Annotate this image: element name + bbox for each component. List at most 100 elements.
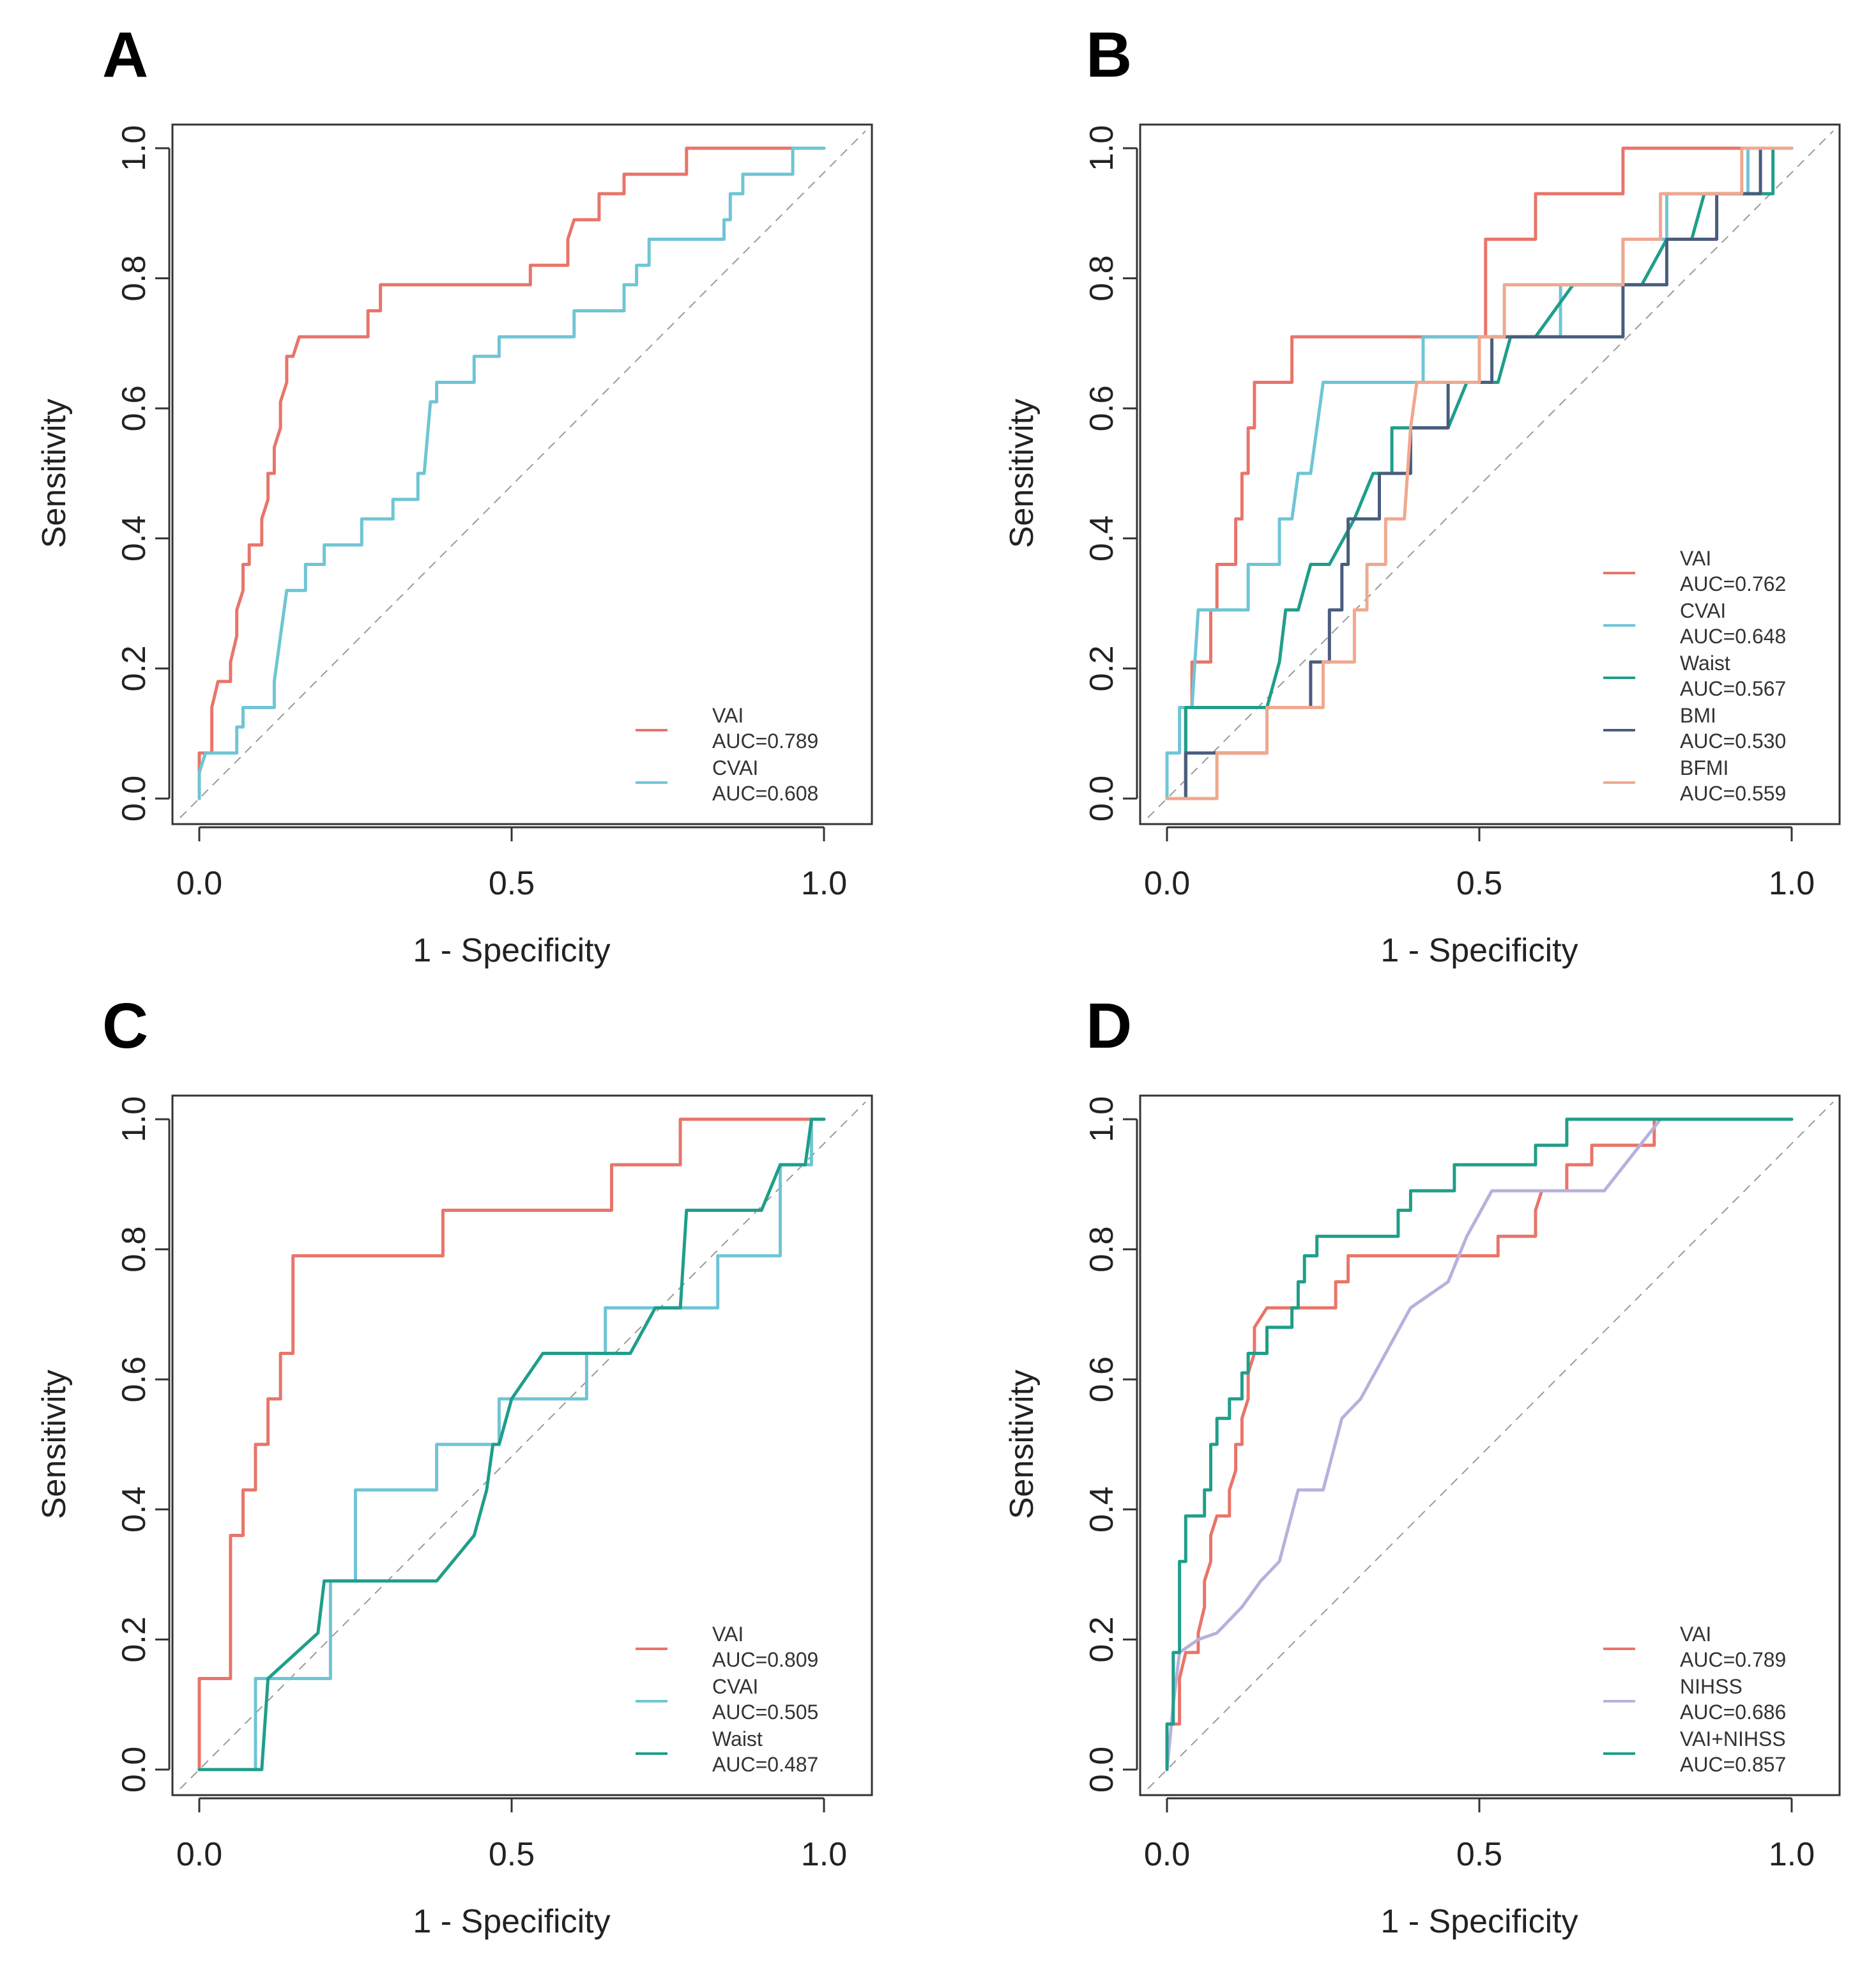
panel-c-legend-auc: AUC=0.809 [712, 1648, 818, 1671]
panel-c-legend-item: CVAI AUC=0.505 [636, 1675, 818, 1724]
panel-d-legend-item: VAI+NIHSS AUC=0.857 [1603, 1727, 1786, 1776]
panel-b-x-tick-label: 0.0 [1144, 865, 1190, 902]
panel-c-legend-auc: AUC=0.487 [712, 1753, 818, 1776]
panel-c-curve-vai [197, 1117, 826, 1771]
panel-b-y-axis-title: Sensitivity [1003, 399, 1041, 548]
panel-b-y-tick-label: 0.0 [1083, 776, 1120, 822]
panel-d-y-tick-label: 0.8 [1083, 1226, 1120, 1272]
panel-d-curve-nihss [1165, 1117, 1794, 1771]
panel-b-curve-cvai [1165, 146, 1794, 800]
panel-c-plot-frame [171, 1094, 873, 1796]
panel-c-y-tick-label: 1.0 [116, 1096, 153, 1142]
panel-a: A 0.0 0.5 1.0 1 - Specificity 0.0 0.2 0.4 0.6 0.8… [36, 19, 873, 969]
panel-c-x-axis-title: 1 - Specificity [413, 1903, 610, 1940]
panel-a-reference-diagonal [179, 130, 866, 818]
panel-d-x-tick-label: 1.0 [1769, 1836, 1815, 1873]
panel-c-legend-auc: AUC=0.505 [712, 1701, 818, 1724]
panel-a-x-axis-title: 1 - Specificity [413, 932, 610, 969]
panel-b-legend-item: BMI AUC=0.530 [1603, 704, 1786, 753]
panel-b-legend-name: BMI [1680, 704, 1716, 727]
panel-d-legend-name: VAI+NIHSS [1680, 1727, 1786, 1750]
panel-a-legend-auc: AUC=0.789 [712, 730, 818, 753]
panel-b-legend-item: BFMI AUC=0.559 [1603, 756, 1786, 805]
panel-c-x-tick-label: 1.0 [801, 1836, 847, 1873]
panel-c-y-tick-label: 0.6 [116, 1356, 153, 1402]
panel-a-curve-cvai [197, 146, 826, 800]
panel-a-y-tick-label: 0.8 [116, 255, 153, 301]
panel-b-y-tick-label: 0.2 [1083, 645, 1120, 691]
panel-b-x-tick-label: 0.5 [1456, 865, 1502, 902]
panel-c-x-tick-label: 0.0 [176, 1836, 222, 1873]
panel-b-curve-vai [1165, 146, 1794, 800]
panel-b-y-tick-label: 0.4 [1083, 516, 1120, 562]
panel-d-x-tick-label: 0.0 [1144, 1836, 1190, 1873]
panel-b-legend-auc: AUC=0.559 [1680, 782, 1786, 805]
panel-b-legend-auc: AUC=0.567 [1680, 677, 1786, 700]
panel-d-legend-auc: AUC=0.789 [1680, 1648, 1786, 1671]
panel-d-legend-name: NIHSS [1680, 1675, 1743, 1698]
panel-b-curve-bmi [1165, 146, 1794, 800]
panel-a-legend-name: VAI [712, 704, 744, 727]
panel-d-legend-auc: AUC=0.686 [1680, 1701, 1786, 1724]
panel-b-legend-auc: AUC=0.762 [1680, 572, 1786, 595]
panel-c-y-tick-label: 0.2 [116, 1616, 153, 1662]
panel-a-legend-auc: AUC=0.608 [712, 782, 818, 805]
panel-b-legend-name: VAI [1680, 547, 1711, 570]
panel-b-legend-item: CVAI AUC=0.648 [1603, 599, 1786, 648]
panel-b: B 0.0 0.5 1.0 1 - Specificity 0.0 0.2 0.4 0.6 0.8… [1003, 19, 1841, 969]
panel-d-legend-name: VAI [1680, 1623, 1711, 1646]
panel-b-y-tick-label: 0.8 [1083, 255, 1120, 301]
panel-b-x-tick-label: 1.0 [1769, 865, 1815, 902]
panel-b-legend-name: CVAI [1680, 599, 1726, 622]
panel-c-x-tick-label: 0.5 [489, 1836, 535, 1873]
panel-d-y-tick-label: 0.4 [1083, 1487, 1120, 1533]
panel-c-legend-name: CVAI [712, 1675, 758, 1698]
panel-a-legend-item: VAI AUC=0.789 [636, 704, 818, 753]
panel-c-y-tick-label: 0.8 [116, 1226, 153, 1272]
panel-a-y-axis-title: Sensitivity [36, 399, 73, 548]
panel-d-letter: D [1086, 990, 1132, 1062]
panel-a-x-tick-label: 0.5 [489, 865, 535, 902]
panel-a-y-tick-label: 0.0 [116, 776, 153, 822]
panel-c-curve-waist [197, 1117, 826, 1771]
panel-c-legend-item: Waist AUC=0.487 [636, 1727, 818, 1776]
panel-a-letter: A [102, 19, 148, 91]
panel-b-y-tick-label: 1.0 [1083, 125, 1120, 171]
panel-d-x-tick-label: 0.5 [1456, 1836, 1502, 1873]
panel-a-x-tick-label: 1.0 [801, 865, 847, 902]
panel-b-curve-bfmi [1165, 146, 1794, 800]
panel-a-plot-frame [171, 123, 873, 825]
panel-b-legend-name: Waist [1680, 652, 1730, 675]
panel-c: C 0.0 0.5 1.0 1 - Specificity 0.0 0.2 0.4 0.6 0.8… [36, 990, 873, 1940]
panel-b-legend-auc: AUC=0.648 [1680, 625, 1786, 648]
panel-a-y-tick-label: 1.0 [116, 125, 153, 171]
panel-c-y-axis-title: Sensitivity [36, 1370, 73, 1519]
panel-d-y-tick-label: 0.2 [1083, 1616, 1120, 1662]
panel-a-legend-name: CVAI [712, 756, 758, 779]
panel-d-curve-vai-nihss [1165, 1117, 1794, 1771]
panel-a-curve-vai [197, 146, 826, 800]
panel-b-legend-auc: AUC=0.530 [1680, 730, 1786, 753]
panel-a-y-tick-label: 0.2 [116, 645, 153, 691]
panel-d-reference-diagonal [1147, 1101, 1834, 1789]
panel-b-plot-frame [1139, 123, 1841, 825]
panel-b-curve-waist [1165, 146, 1794, 800]
panel-d-y-axis-title: Sensitivity [1003, 1370, 1041, 1519]
panel-a-x-tick-label: 0.0 [176, 865, 222, 902]
panel-c-y-tick-label: 0.4 [116, 1487, 153, 1533]
panel-d-y-tick-label: 0.6 [1083, 1356, 1120, 1402]
panel-d-x-axis-title: 1 - Specificity [1380, 1903, 1578, 1940]
panel-c-curve-cvai [197, 1117, 826, 1771]
panel-d-plot-frame [1139, 1094, 1841, 1796]
panel-c-y-tick-label: 0.0 [116, 1747, 153, 1793]
panel-d-y-tick-label: 0.0 [1083, 1747, 1120, 1793]
panel-d: D 0.0 0.5 1.0 1 - Specificity 0.0 0.2 0.4 0.6 0.8… [1003, 990, 1841, 1940]
panel-b-y-tick-label: 0.6 [1083, 385, 1120, 431]
panel-d-legend-auc: AUC=0.857 [1680, 1753, 1786, 1776]
panel-d-y-tick-label: 1.0 [1083, 1096, 1120, 1142]
panel-a-y-tick-label: 0.4 [116, 516, 153, 562]
